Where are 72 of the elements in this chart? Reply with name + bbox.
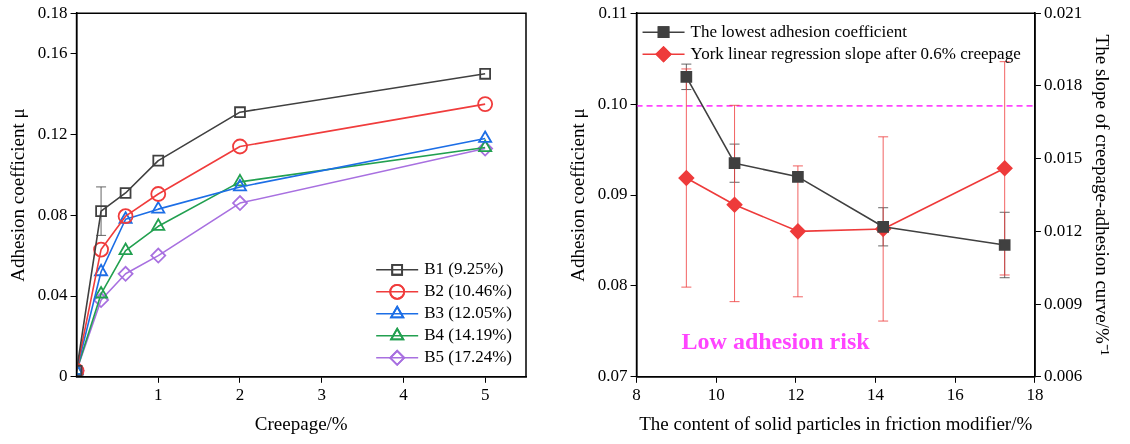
point: [478, 130, 493, 143]
y-axis-title: Adhesion coefficient μ: [7, 108, 29, 282]
point: [151, 201, 166, 214]
point: [680, 70, 693, 83]
y-axis-title: Adhesion coefficient μ: [567, 108, 589, 282]
point: [150, 247, 167, 264]
x-tick-label: 8: [632, 385, 641, 405]
x-tick-label: 14: [867, 385, 885, 405]
x-tick-label: 18: [1026, 385, 1044, 405]
legend-label: B5 (17.24%): [424, 347, 513, 367]
point: [150, 186, 167, 202]
point: [93, 241, 109, 258]
y-tick-label: 0.08: [37, 204, 68, 224]
legend-label: B1 (9.25%): [424, 259, 504, 279]
point: [726, 196, 743, 213]
point: [877, 220, 890, 233]
y-tick-label: 0.18: [37, 2, 68, 22]
x-tick-label: 16: [946, 385, 964, 405]
x-tick-label: 2: [235, 385, 245, 405]
x-tick-label: 3: [317, 385, 326, 405]
legend-label: B3 (12.05%): [424, 303, 513, 323]
y-tick-label: 0.12: [37, 123, 68, 143]
y2-axis-title: The slope of creepage-adhesion curve/%⁻¹: [1091, 34, 1113, 356]
point: [94, 263, 109, 277]
point: [477, 96, 494, 112]
y-tick-label: 0.04: [37, 285, 69, 305]
legend-label: The lowest adhesion coefficient: [690, 21, 908, 41]
point: [478, 139, 493, 152]
x-tick-label: 4: [399, 385, 409, 405]
point: [118, 242, 133, 255]
x-tick-label: 12: [787, 385, 805, 405]
y2-tick-label: 0.012: [1043, 220, 1083, 240]
y-tick-label: 0.08: [597, 275, 628, 295]
point: [728, 157, 741, 170]
legend-label: York linear regression slope after 0.6% creepage: [690, 43, 1021, 63]
point: [234, 106, 246, 119]
y2-tick-label: 0.006: [1043, 366, 1083, 386]
y2-tick-label: 0.018: [1043, 75, 1083, 95]
point: [792, 170, 804, 183]
point: [119, 187, 132, 199]
point: [479, 67, 491, 80]
y2-tick-label: 0.021: [1043, 2, 1083, 22]
x-tick-label: 1: [154, 385, 163, 405]
point: [232, 138, 248, 155]
point: [996, 160, 1013, 177]
point: [93, 292, 109, 308]
point: [117, 265, 134, 282]
y-tick-label: 0.11: [598, 2, 628, 22]
point: [151, 218, 166, 231]
point: [152, 154, 165, 167]
y-tick-label: 0.16: [37, 43, 68, 63]
point: [998, 239, 1011, 251]
x-axis-title: The content of solid particles in friction modifier/%: [639, 412, 1033, 434]
legend-label: B4 (14.19%): [424, 325, 513, 345]
annotation: Low adhesion risk: [681, 327, 871, 354]
point: [94, 286, 109, 299]
y-tick-label: 0: [59, 366, 68, 386]
y-tick-label: 0.10: [597, 93, 628, 113]
y2-tick-label: 0.015: [1043, 148, 1083, 168]
y-tick-label: 0.07: [597, 366, 629, 386]
x-tick-label: 5: [480, 385, 490, 405]
y-tick-label: 0.09: [597, 184, 628, 204]
point: [233, 179, 247, 192]
legend-label: B2 (10.46%): [424, 281, 513, 301]
point: [678, 170, 695, 186]
x-tick-label: 10: [707, 385, 725, 405]
y2-tick-label: 0.009: [1043, 293, 1083, 313]
x-axis-title: Creepage/%: [254, 412, 348, 434]
point: [95, 205, 107, 218]
point: [233, 173, 247, 187]
point: [790, 223, 806, 240]
point: [232, 195, 248, 211]
